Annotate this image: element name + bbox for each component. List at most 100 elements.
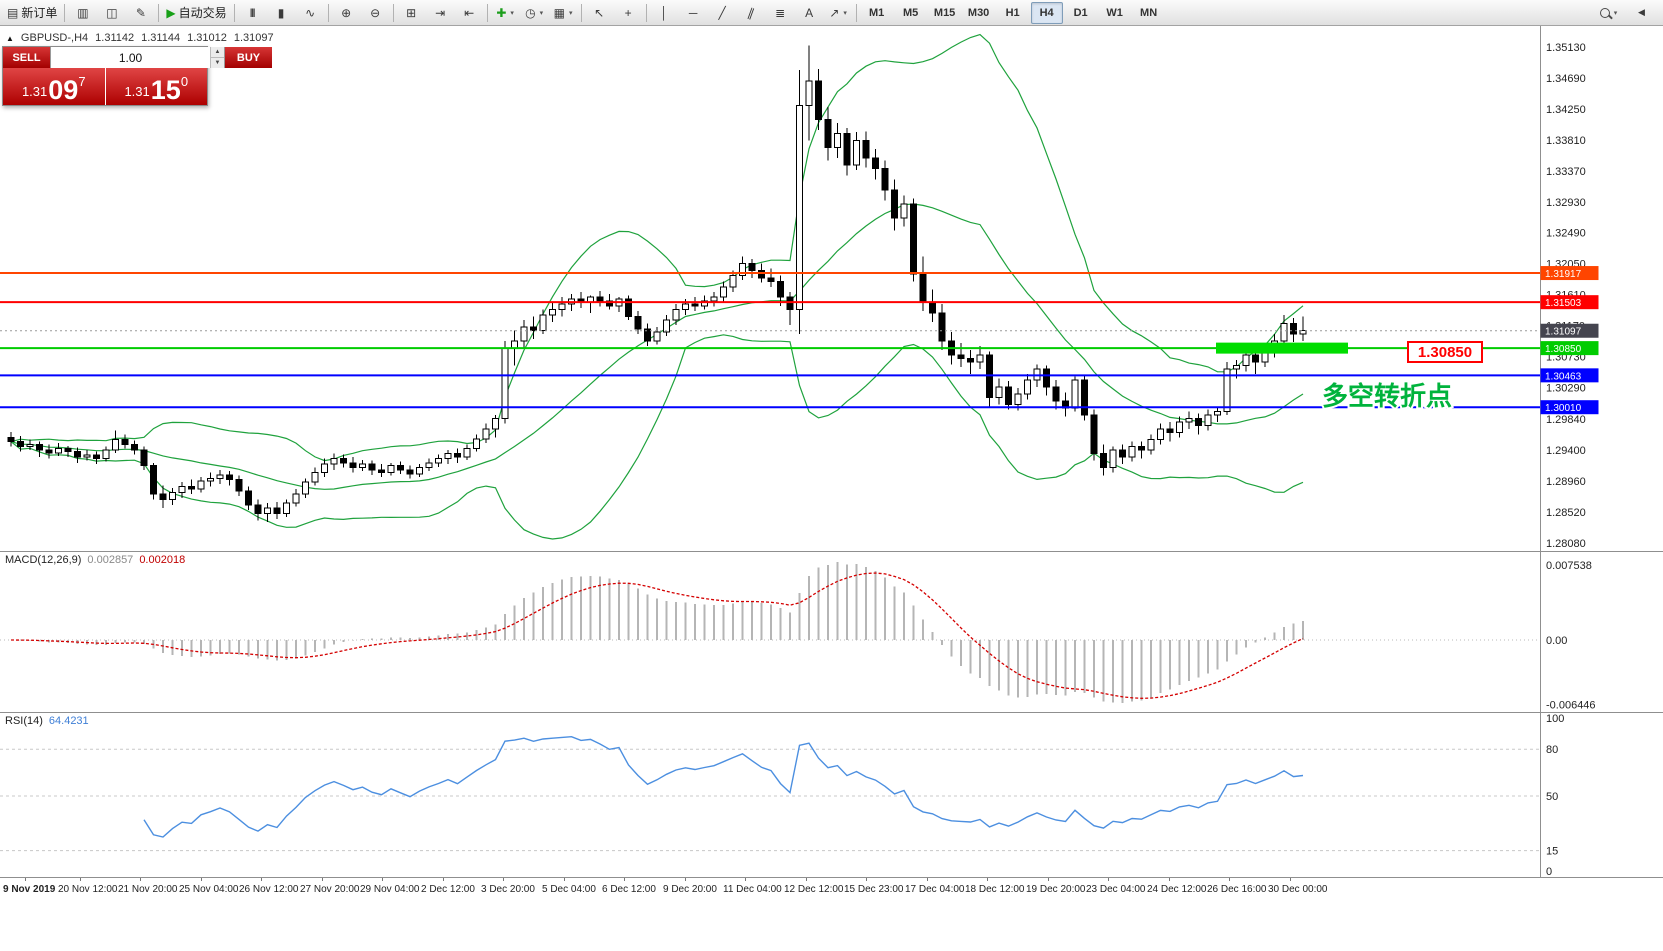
templates-icon: ▦ (553, 5, 566, 20)
timeframe-button-w1[interactable]: W1 (1106, 6, 1123, 19)
chart-shift-button[interactable]: ⇤ (455, 1, 484, 24)
macd-panel[interactable]: 0.007538 0.00 -0.006446 MACD(12,26,9) 0.00… (0, 551, 1663, 712)
rsi-panel[interactable]: 100 80 50 15 0 RSI(14) 64.4231 (0, 712, 1663, 877)
periods-button[interactable]: ◷ ▾ (520, 1, 549, 24)
rsi-panel-splitter[interactable] (0, 712, 1663, 713)
line-chart-button[interactable]: ∿ (296, 1, 325, 24)
timeframe-button-h4[interactable]: H4 (1030, 1, 1063, 24)
time-axis[interactable]: 9 Nov 2019 20 Nov 12:00 21 Nov 20:00 25 Nov… (0, 877, 1663, 951)
price-badge-label: 1.31917 (1545, 269, 1582, 280)
rsi-value: 64.4231 (48, 715, 89, 727)
zoom-out-button[interactable]: ⊖ (361, 1, 390, 24)
candlestick-series (7, 45, 1307, 522)
auto-scroll-icon: ⇥ (435, 5, 446, 20)
chart-shift-icon: ⇤ (464, 5, 475, 20)
highlight-zone[interactable] (1216, 342, 1348, 354)
price-badge (1540, 400, 1599, 415)
rsi-scale-label: 0 (1546, 866, 1552, 877)
timeframe-button-m30[interactable]: M30 (967, 6, 990, 19)
horizontal-line-button[interactable]: ─ (679, 1, 708, 24)
autotrading-button[interactable]: ▶ 自动交易 (162, 1, 230, 24)
indicators-button[interactable]: ✚ ▾ (491, 1, 520, 24)
price-tick-label: 1.34250 (1546, 104, 1586, 116)
profiles-button[interactable]: ◫ (97, 1, 126, 24)
timeframe-button-mn[interactable]: MN (1140, 6, 1158, 19)
auto-scroll-button[interactable]: ⇥ (426, 1, 455, 24)
toolbar-divider (233, 3, 235, 22)
one-click-panel-toggle-icon[interactable]: ▲ (6, 33, 14, 43)
toolbar-divider (327, 3, 329, 22)
channel-button[interactable]: ∥ (737, 1, 766, 24)
autotrading-button-text: 自动交易 (178, 6, 227, 20)
rsi-scale[interactable]: 100 80 50 15 0 (1546, 713, 1564, 877)
bollinger-bands (10, 33, 1304, 540)
new-chart-button[interactable]: ▥ (68, 1, 97, 24)
fibonacci-button[interactable]: ≣ (766, 1, 795, 24)
volume-up-button[interactable]: ▲ (211, 47, 224, 58)
timeframe-button-m15[interactable]: M15 (933, 6, 956, 19)
price-tick-label: 1.28080 (1546, 538, 1586, 550)
tile-windows-button[interactable]: ⊞ (397, 1, 426, 24)
time-tick (261, 877, 262, 881)
price-tick-label: 1.33810 (1546, 135, 1586, 147)
macd-panel-splitter[interactable] (0, 551, 1663, 552)
text-button[interactable]: A (795, 1, 824, 24)
timeframe-button-m5[interactable]: M5 (902, 6, 919, 19)
chevron-down-icon: ▾ (510, 9, 514, 17)
buy-label[interactable]: BUY (225, 47, 272, 68)
left-arrow-icon: ◀ (1638, 7, 1645, 17)
chart-info-line: ▲ GBPUSD-,H4 1.31142 1.31144 1.31012 1.3… (6, 32, 274, 44)
zoom-in-button[interactable]: ⊕ (332, 1, 361, 24)
crosshair-button[interactable]: + (614, 1, 643, 24)
text-icon: A (805, 5, 814, 20)
volume-box: ▲ ▼ (50, 47, 225, 68)
templates-button[interactable]: ▦ ▾ (549, 1, 578, 24)
sell-label[interactable]: SELL (3, 47, 50, 68)
metaeditor-button[interactable]: ✎ (126, 1, 155, 24)
trendline-button[interactable]: ╱ (708, 1, 737, 24)
macd-scale[interactable]: 0.007538 0.00 -0.006446 (1546, 560, 1596, 712)
volume-down-button[interactable]: ▼ (211, 58, 224, 68)
price-tick-label: 1.28520 (1546, 507, 1586, 519)
back-button[interactable]: ◀ (1627, 1, 1656, 24)
new-chart-icon: ▥ (77, 5, 89, 20)
new-order-button[interactable]: ▤ 新订单 (3, 1, 61, 24)
macd-scale-label: 0.007538 (1546, 560, 1592, 572)
candlestick-chart-button[interactable]: ▮ (267, 1, 296, 24)
cursor-button[interactable]: ↖ (585, 1, 614, 24)
time-label: 15 Dec 23:00 (844, 884, 904, 895)
time-label: 2 Dec 12:00 (421, 884, 475, 895)
toolbar-right: ▾ ◀ (1594, 1, 1660, 24)
buy-button[interactable]: 1.31 15 0 (105, 68, 207, 105)
toolbar-divider (580, 3, 582, 22)
price-chart-panel[interactable]: 1.35130 1.34690 1.34250 1.33810 1.33370 1.329… (0, 26, 1663, 551)
bar-chart-button[interactable]: ||| (238, 1, 267, 24)
close-value: 1.31097 (233, 32, 274, 44)
timeframe-button-m1[interactable]: M1 (868, 6, 885, 19)
time-axis-splitter[interactable] (0, 877, 1663, 878)
rsi-scale-label: 50 (1546, 791, 1558, 803)
timeframe-button-h1[interactable]: H1 (1005, 6, 1020, 19)
search-button[interactable]: ▾ (1594, 1, 1623, 24)
annotation-text[interactable]: 多空转折点 (1320, 379, 1454, 413)
zone-price-label-box[interactable] (1407, 341, 1483, 363)
timeframe-button-d1[interactable]: D1 (1073, 6, 1088, 19)
sell-price-sup: 7 (78, 74, 86, 89)
price-tick-label: 1.30290 (1546, 383, 1586, 395)
time-tick (927, 877, 928, 881)
macd-canvas[interactable]: 0.007538 0.00 -0.006446 (0, 551, 1663, 712)
sell-price-prefix: 1.31 (21, 84, 48, 99)
time-label: 9 Nov 2019 (3, 884, 56, 895)
sell-button[interactable]: 1.31 09 7 (3, 68, 106, 105)
rsi-canvas[interactable]: 100 80 50 15 0 (0, 712, 1663, 877)
vertical-line-button[interactable]: │ (650, 1, 679, 24)
toolbar-divider (64, 3, 66, 22)
time-label: 9 Dec 20:00 (663, 884, 717, 895)
crosshair-icon: + (624, 5, 632, 20)
price-chart-canvas[interactable]: 1.35130 1.34690 1.34250 1.33810 1.33370 1.329… (0, 26, 1663, 551)
arrows-button[interactable]: ↗ ▾ (824, 1, 853, 24)
bar-chart-icon: ||| (249, 7, 255, 17)
volume-input[interactable] (51, 47, 210, 68)
toolbar-divider (486, 3, 488, 22)
